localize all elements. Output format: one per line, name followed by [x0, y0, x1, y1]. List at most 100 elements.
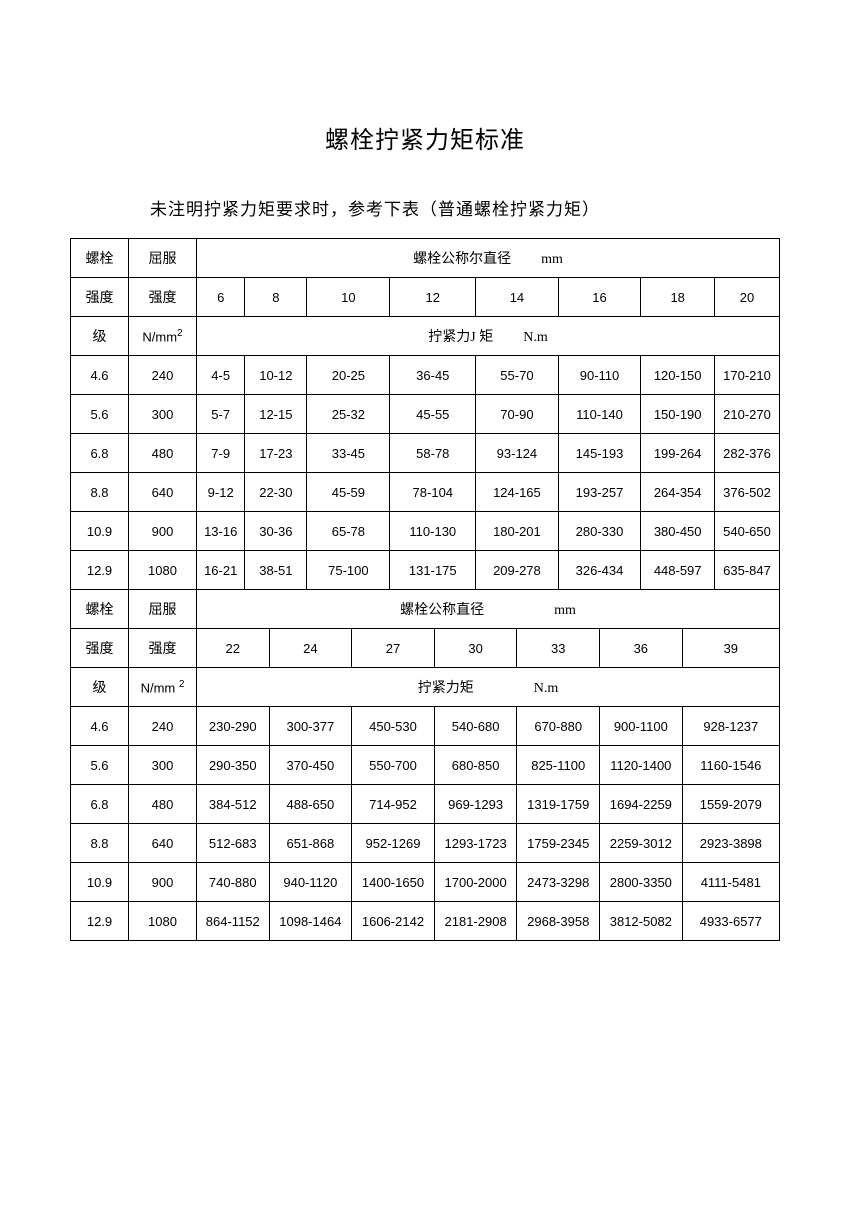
cell: 25-32	[307, 395, 390, 434]
cell: 螺栓公称尔直径mm	[197, 239, 780, 278]
cell: 2473-3298	[517, 863, 600, 902]
cell: 131-175	[390, 551, 476, 590]
cell: 屈服	[129, 590, 197, 629]
cell: 4.6	[71, 707, 129, 746]
cell: 550-700	[352, 746, 435, 785]
cell: 670-880	[517, 707, 600, 746]
cell: 512-683	[197, 824, 270, 863]
cell: 4-5	[197, 356, 245, 395]
cell: 640	[129, 473, 197, 512]
cell: 376-502	[715, 473, 780, 512]
cell: 33-45	[307, 434, 390, 473]
cell: 2181-2908	[434, 902, 517, 941]
cell: 450-530	[352, 707, 435, 746]
page-title: 螺栓拧紧力矩标准	[70, 120, 780, 155]
cell: 193-257	[558, 473, 641, 512]
cell: 20	[715, 278, 780, 317]
cell: 级	[71, 317, 129, 356]
cell: 199-264	[641, 434, 715, 473]
cell: 380-450	[641, 512, 715, 551]
cell: 45-55	[390, 395, 476, 434]
cell: 680-850	[434, 746, 517, 785]
cell: 58-78	[390, 434, 476, 473]
cell: 55-70	[476, 356, 559, 395]
cell: 714-952	[352, 785, 435, 824]
cell: 13-16	[197, 512, 245, 551]
cell: 24	[269, 629, 352, 668]
cell: 22	[197, 629, 270, 668]
cell: 150-190	[641, 395, 715, 434]
cell: 1080	[129, 551, 197, 590]
cell: 拧紧力J 矩N.m	[197, 317, 780, 356]
cell: 448-597	[641, 551, 715, 590]
cell: 282-376	[715, 434, 780, 473]
cell: 1559-2079	[682, 785, 779, 824]
cell: 210-270	[715, 395, 780, 434]
cell: 9-12	[197, 473, 245, 512]
cell: 540-680	[434, 707, 517, 746]
cell: 78-104	[390, 473, 476, 512]
cell: 240	[129, 707, 197, 746]
cell: 110-140	[558, 395, 641, 434]
cell: 强度	[71, 278, 129, 317]
cell: 170-210	[715, 356, 780, 395]
cell: 27	[352, 629, 435, 668]
cell: 120-150	[641, 356, 715, 395]
cell: N/mm 2	[129, 668, 197, 707]
cell: 22-30	[245, 473, 307, 512]
cell: 5.6	[71, 746, 129, 785]
cell: 940-1120	[269, 863, 352, 902]
cell: 2259-3012	[600, 824, 683, 863]
cell: 952-1269	[352, 824, 435, 863]
cell: N/mm2	[129, 317, 197, 356]
cell: 300-377	[269, 707, 352, 746]
cell: 540-650	[715, 512, 780, 551]
cell: 180-201	[476, 512, 559, 551]
cell: 12.9	[71, 902, 129, 941]
cell: 5-7	[197, 395, 245, 434]
cell: 14	[476, 278, 559, 317]
cell: 5.6	[71, 395, 129, 434]
cell: 7-9	[197, 434, 245, 473]
cell: 4.6	[71, 356, 129, 395]
cell: 12.9	[71, 551, 129, 590]
cell: 825-1100	[517, 746, 600, 785]
cell: 36	[600, 629, 683, 668]
cell: 90-110	[558, 356, 641, 395]
cell: 640	[129, 824, 197, 863]
cell: 10.9	[71, 863, 129, 902]
cell: 1400-1650	[352, 863, 435, 902]
cell: 螺栓公称直径mm	[197, 590, 780, 629]
cell: 1160-1546	[682, 746, 779, 785]
cell: 33	[517, 629, 600, 668]
cell: 1700-2000	[434, 863, 517, 902]
cell: 65-78	[307, 512, 390, 551]
cell: 900	[129, 512, 197, 551]
cell: 480	[129, 434, 197, 473]
cell: 240	[129, 356, 197, 395]
cell: 384-512	[197, 785, 270, 824]
cell: 16	[558, 278, 641, 317]
cell: 8.8	[71, 473, 129, 512]
cell: 螺栓	[71, 239, 129, 278]
cell: 326-434	[558, 551, 641, 590]
cell: 16-21	[197, 551, 245, 590]
cell: 2800-3350	[600, 863, 683, 902]
cell: 10-12	[245, 356, 307, 395]
cell: 17-23	[245, 434, 307, 473]
cell: 70-90	[476, 395, 559, 434]
cell: 1694-2259	[600, 785, 683, 824]
document-page: 螺栓拧紧力矩标准 未注明拧紧力矩要求时，参考下表（普通螺栓拧紧力矩） 螺栓屈服螺…	[0, 0, 860, 941]
cell: 强度	[129, 278, 197, 317]
cell: 230-290	[197, 707, 270, 746]
cell: 290-350	[197, 746, 270, 785]
cell: 300	[129, 746, 197, 785]
cell: 强度	[71, 629, 129, 668]
cell: 145-193	[558, 434, 641, 473]
cell: 900-1100	[600, 707, 683, 746]
cell: 124-165	[476, 473, 559, 512]
cell: 651-868	[269, 824, 352, 863]
cell: 2923-3898	[682, 824, 779, 863]
cell: 264-354	[641, 473, 715, 512]
cell: 1293-1723	[434, 824, 517, 863]
